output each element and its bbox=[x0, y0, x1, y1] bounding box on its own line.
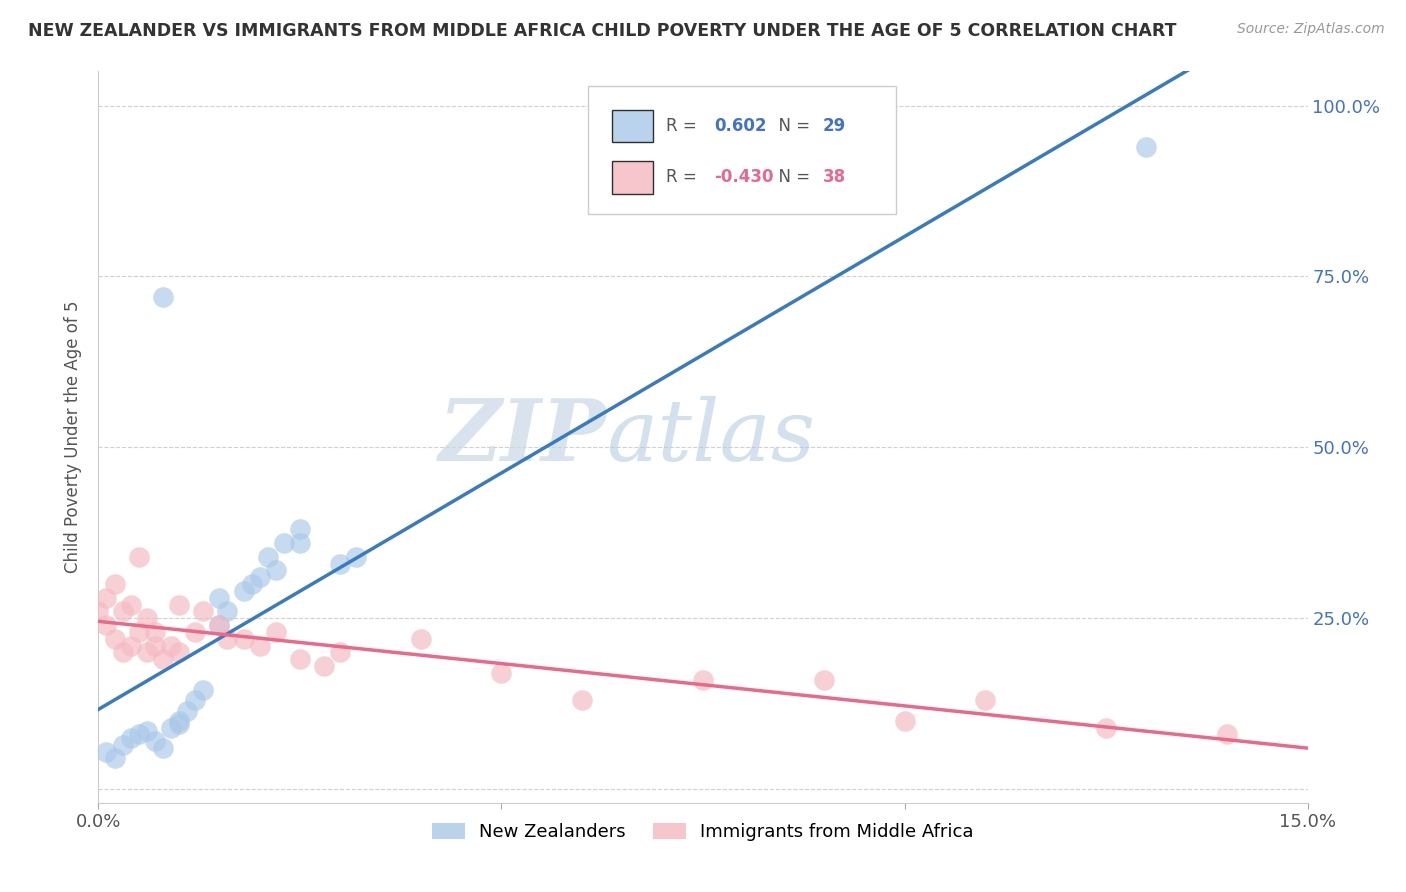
Point bbox=[193, 683, 215, 698]
Legend: New Zealanders, Immigrants from Middle Africa: New Zealanders, Immigrants from Middle A… bbox=[425, 816, 981, 848]
Point bbox=[96, 591, 118, 605]
Text: 38: 38 bbox=[823, 169, 846, 186]
Text: -0.430: -0.430 bbox=[714, 169, 773, 186]
Point bbox=[103, 632, 125, 646]
Point bbox=[184, 624, 207, 639]
Text: N =: N = bbox=[768, 169, 815, 186]
Point bbox=[135, 724, 157, 739]
Point bbox=[143, 624, 166, 639]
Point bbox=[314, 659, 336, 673]
Point bbox=[152, 741, 174, 756]
Point bbox=[111, 738, 134, 752]
Point bbox=[692, 673, 714, 687]
Text: R =: R = bbox=[665, 169, 702, 186]
Point bbox=[128, 727, 150, 741]
Point bbox=[288, 522, 311, 536]
Text: atlas: atlas bbox=[606, 396, 815, 478]
Point bbox=[264, 624, 287, 639]
Point bbox=[264, 563, 287, 577]
Point bbox=[184, 693, 207, 707]
Point bbox=[208, 618, 231, 632]
Point bbox=[273, 536, 295, 550]
Text: N =: N = bbox=[768, 117, 815, 136]
Point bbox=[232, 583, 254, 598]
Point bbox=[208, 618, 231, 632]
Point bbox=[1216, 727, 1239, 741]
Point bbox=[193, 604, 215, 618]
Point bbox=[288, 536, 311, 550]
Point bbox=[87, 604, 110, 618]
FancyBboxPatch shape bbox=[588, 86, 897, 214]
Text: Source: ZipAtlas.com: Source: ZipAtlas.com bbox=[1237, 22, 1385, 37]
Point bbox=[111, 645, 134, 659]
Point bbox=[143, 639, 166, 653]
Point bbox=[103, 577, 125, 591]
Text: NEW ZEALANDER VS IMMIGRANTS FROM MIDDLE AFRICA CHILD POVERTY UNDER THE AGE OF 5 : NEW ZEALANDER VS IMMIGRANTS FROM MIDDLE … bbox=[28, 22, 1177, 40]
Point bbox=[167, 714, 190, 728]
Text: 0.602: 0.602 bbox=[714, 117, 766, 136]
Point bbox=[256, 549, 278, 564]
Point bbox=[974, 693, 997, 707]
Point bbox=[893, 714, 915, 728]
Y-axis label: Child Poverty Under the Age of 5: Child Poverty Under the Age of 5 bbox=[65, 301, 83, 574]
Point bbox=[344, 549, 367, 564]
Point bbox=[160, 639, 183, 653]
Point bbox=[409, 632, 432, 646]
Point bbox=[208, 591, 231, 605]
Point bbox=[167, 717, 190, 731]
Point bbox=[176, 704, 198, 718]
Point bbox=[1095, 721, 1118, 735]
FancyBboxPatch shape bbox=[613, 161, 654, 194]
Point bbox=[160, 721, 183, 735]
Point bbox=[103, 751, 125, 765]
Text: ZIP: ZIP bbox=[439, 395, 606, 479]
Point bbox=[329, 557, 352, 571]
Point bbox=[128, 624, 150, 639]
Point bbox=[167, 645, 190, 659]
Point bbox=[152, 652, 174, 666]
Point bbox=[249, 639, 271, 653]
Point bbox=[491, 665, 513, 680]
Point bbox=[135, 611, 157, 625]
Point bbox=[152, 290, 174, 304]
Point bbox=[120, 598, 142, 612]
Point bbox=[111, 604, 134, 618]
Point bbox=[120, 639, 142, 653]
Point bbox=[288, 652, 311, 666]
Text: R =: R = bbox=[665, 117, 702, 136]
Point bbox=[120, 731, 142, 745]
Point bbox=[167, 598, 190, 612]
Point bbox=[232, 632, 254, 646]
Point bbox=[96, 745, 118, 759]
Point bbox=[813, 673, 835, 687]
Point bbox=[240, 577, 263, 591]
Point bbox=[96, 618, 118, 632]
Point bbox=[217, 632, 239, 646]
Point bbox=[135, 645, 157, 659]
Text: 29: 29 bbox=[823, 117, 846, 136]
Point bbox=[329, 645, 352, 659]
Point bbox=[571, 693, 593, 707]
FancyBboxPatch shape bbox=[613, 110, 654, 143]
Point bbox=[128, 549, 150, 564]
Point bbox=[217, 604, 239, 618]
Point bbox=[249, 570, 271, 584]
Point bbox=[1135, 139, 1157, 153]
Point bbox=[143, 734, 166, 748]
